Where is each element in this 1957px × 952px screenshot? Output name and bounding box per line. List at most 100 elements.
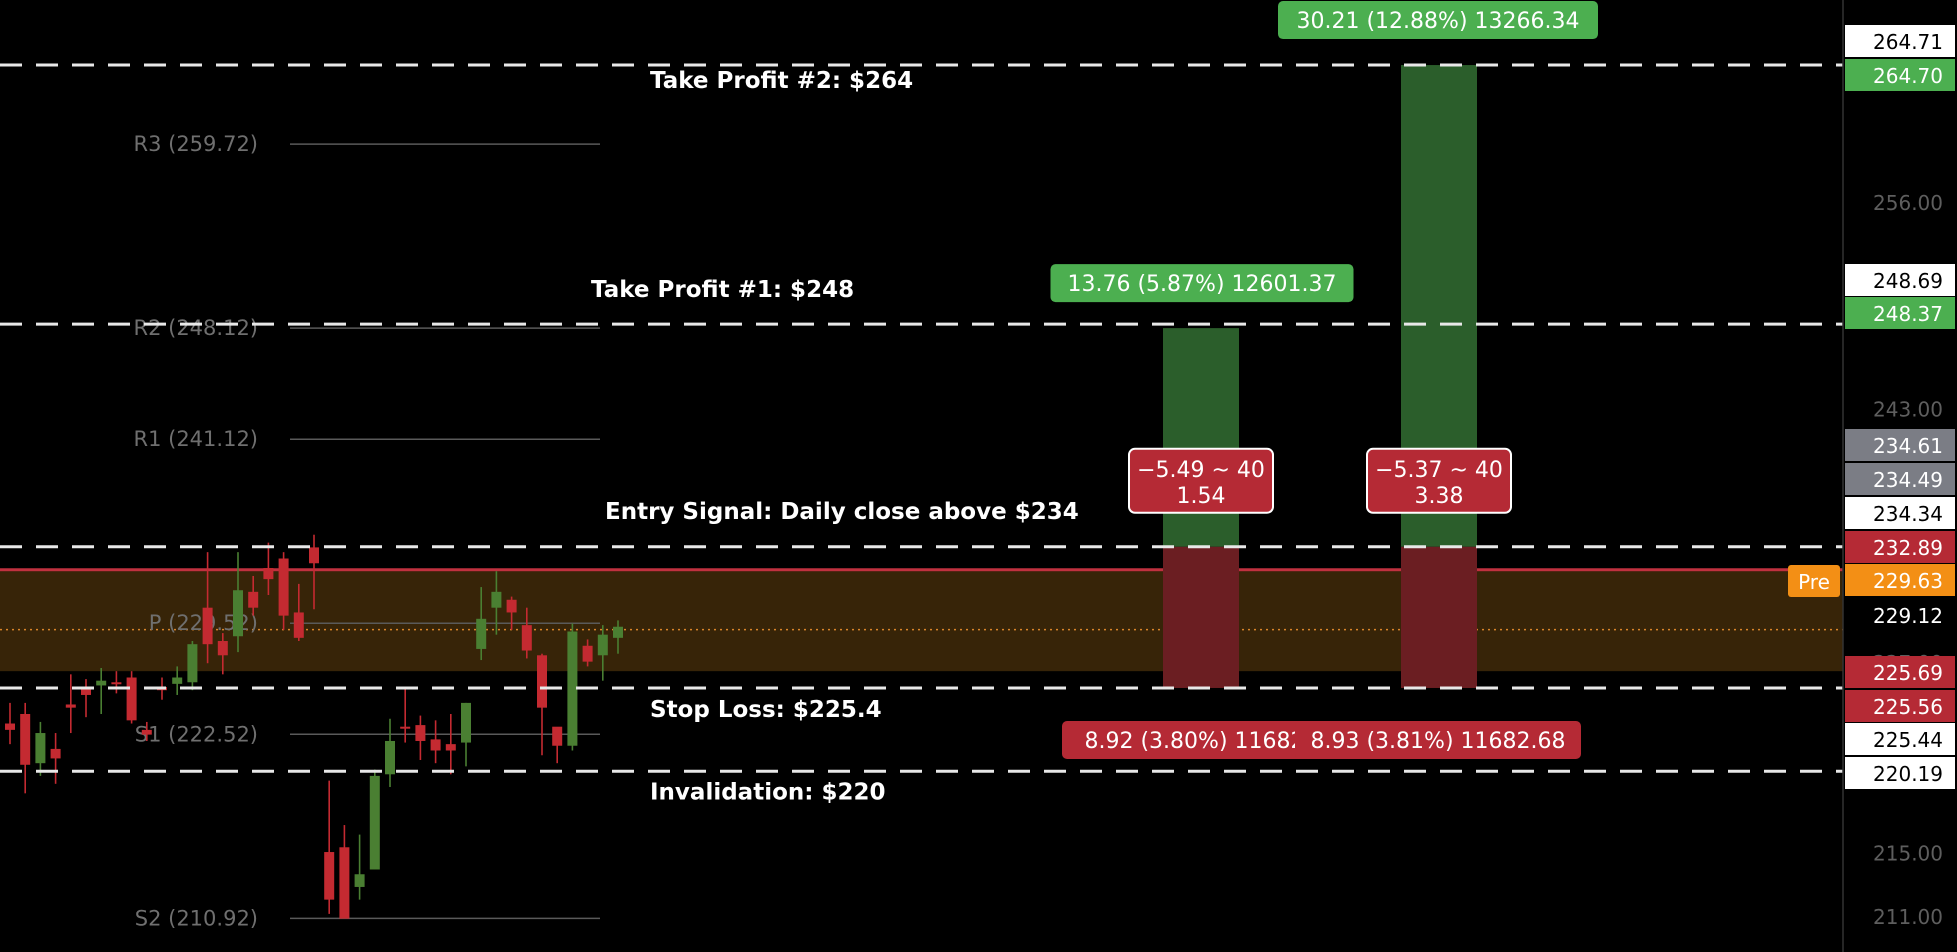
candle[interactable] — [613, 620, 623, 654]
candle-body — [415, 725, 426, 741]
candle[interactable] — [430, 720, 441, 764]
axis-tick-3: 215.00 — [1873, 842, 1943, 866]
candle-body — [506, 599, 517, 613]
pivot-label-0: R3 (259.72) — [134, 132, 259, 156]
price-tag-11[interactable]: 225.56 — [1845, 690, 1955, 722]
price-tag-text-4: 234.61 — [1873, 434, 1943, 458]
price-tag-text-8: 229.63 — [1873, 569, 1943, 593]
candle[interactable] — [81, 679, 91, 718]
price-tag-text-5: 234.49 — [1873, 468, 1943, 492]
candle[interactable] — [50, 733, 61, 784]
price-tag-6[interactable]: 234.34 — [1845, 497, 1955, 529]
price-tag-10[interactable]: 225.69 — [1845, 656, 1955, 688]
price-tag-bg-3 — [1845, 297, 1955, 329]
candle[interactable] — [597, 625, 608, 681]
ratio-bg-1 — [1366, 447, 1512, 514]
price-tag-text-7: 232.89 — [1873, 536, 1943, 560]
candle[interactable] — [5, 702, 15, 745]
price-tag-12[interactable]: 225.44 — [1845, 723, 1955, 755]
candle[interactable] — [537, 653, 547, 756]
candle[interactable] — [339, 825, 350, 919]
candle-body — [476, 618, 487, 649]
candle[interactable] — [354, 834, 365, 900]
candle[interactable] — [476, 587, 487, 661]
candle[interactable] — [552, 726, 563, 764]
candle[interactable] — [141, 721, 152, 741]
stop-label-1-text: 8.93 (3.81%) 11682.68 — [1311, 729, 1566, 754]
candles-layer[interactable] — [5, 534, 623, 919]
annotation-label-1: Take Profit #1: $248 — [591, 277, 854, 303]
candle[interactable] — [506, 596, 517, 630]
candle-body — [491, 591, 502, 608]
candle-body — [81, 688, 91, 695]
candle-body — [461, 702, 471, 743]
candle[interactable] — [582, 639, 593, 667]
candle[interactable] — [309, 534, 319, 610]
target-label-1: 30.21 (12.88%) 13266.34 — [1278, 1, 1598, 40]
price-tag-bg-8 — [1845, 564, 1955, 596]
ratio-line1-0: −5.49 ~ 40 — [1137, 458, 1265, 483]
price-tag-7[interactable]: 232.89 — [1845, 531, 1955, 563]
candle[interactable] — [278, 552, 289, 630]
candle-body — [5, 723, 15, 730]
candle-body — [369, 775, 380, 870]
price-tag-bg-1 — [1845, 59, 1955, 91]
candle[interactable] — [400, 687, 411, 743]
candle-body — [233, 590, 243, 637]
candle-body — [202, 607, 213, 645]
price-tag-2[interactable]: 248.69 — [1845, 264, 1955, 296]
candle[interactable] — [293, 583, 304, 642]
axis-tick-1: 243.00 — [1873, 397, 1943, 421]
candle[interactable] — [35, 721, 46, 776]
candle[interactable] — [126, 671, 137, 724]
candle[interactable] — [187, 641, 198, 691]
price-tag-text-1: 264.70 — [1873, 64, 1943, 88]
candle[interactable] — [248, 575, 259, 616]
axis-tick-4: 211.00 — [1873, 905, 1943, 929]
candle[interactable] — [324, 780, 335, 914]
price-tag-4[interactable]: 234.61 — [1845, 429, 1955, 461]
price-tag-bg-0 — [1845, 25, 1955, 57]
candle[interactable] — [415, 715, 426, 761]
price-axis[interactable]: 256.00243.00227.00215.00211.00264.71264.… — [1788, 0, 1955, 952]
candle[interactable] — [217, 633, 228, 675]
price-tag-8[interactable]: 229.63 — [1845, 564, 1955, 596]
price-tag-bg-6 — [1845, 497, 1955, 529]
profit-zone-0[interactable] — [1163, 328, 1239, 547]
candle-body — [537, 655, 547, 708]
price-tag-5[interactable]: 234.49 — [1845, 463, 1955, 495]
candle[interactable] — [96, 667, 107, 714]
price-tag-text-3: 248.37 — [1873, 302, 1943, 326]
candle[interactable] — [369, 769, 380, 870]
candle[interactable] — [461, 702, 471, 767]
candle[interactable] — [65, 674, 76, 734]
candle[interactable] — [233, 552, 243, 653]
candle[interactable] — [202, 552, 213, 664]
loss-zone-1[interactable] — [1401, 546, 1477, 688]
candle[interactable] — [263, 542, 274, 595]
candle[interactable] — [521, 607, 532, 659]
candle[interactable] — [567, 623, 578, 751]
candle[interactable] — [20, 702, 31, 794]
candle[interactable] — [385, 718, 395, 787]
candle[interactable] — [172, 666, 183, 695]
price-tag-13[interactable]: 220.19 — [1845, 757, 1955, 789]
candle[interactable] — [491, 571, 502, 635]
price-tag-0[interactable]: 264.71 — [1845, 25, 1955, 57]
price-tag-bg-7 — [1845, 531, 1955, 563]
candle-body — [111, 682, 122, 685]
price-tag-3[interactable]: 248.37 — [1845, 297, 1955, 329]
orange-zone — [0, 571, 1843, 672]
price-tag-9[interactable]: 229.12 — [1845, 599, 1955, 631]
candle-body — [324, 852, 335, 900]
pivot-levels-layer: R3 (259.72)R2 (248.12)R1 (241.12)P (229.… — [134, 132, 600, 930]
price-tag-text-6: 234.34 — [1873, 502, 1943, 526]
price-tag-text-0: 264.71 — [1873, 30, 1943, 54]
candle-body — [582, 645, 593, 662]
candle[interactable] — [445, 714, 456, 775]
price-tag-1[interactable]: 264.70 — [1845, 59, 1955, 91]
candle[interactable] — [111, 671, 122, 694]
loss-zone-0[interactable] — [1163, 546, 1239, 688]
pre-badge[interactable]: Pre — [1788, 565, 1840, 597]
